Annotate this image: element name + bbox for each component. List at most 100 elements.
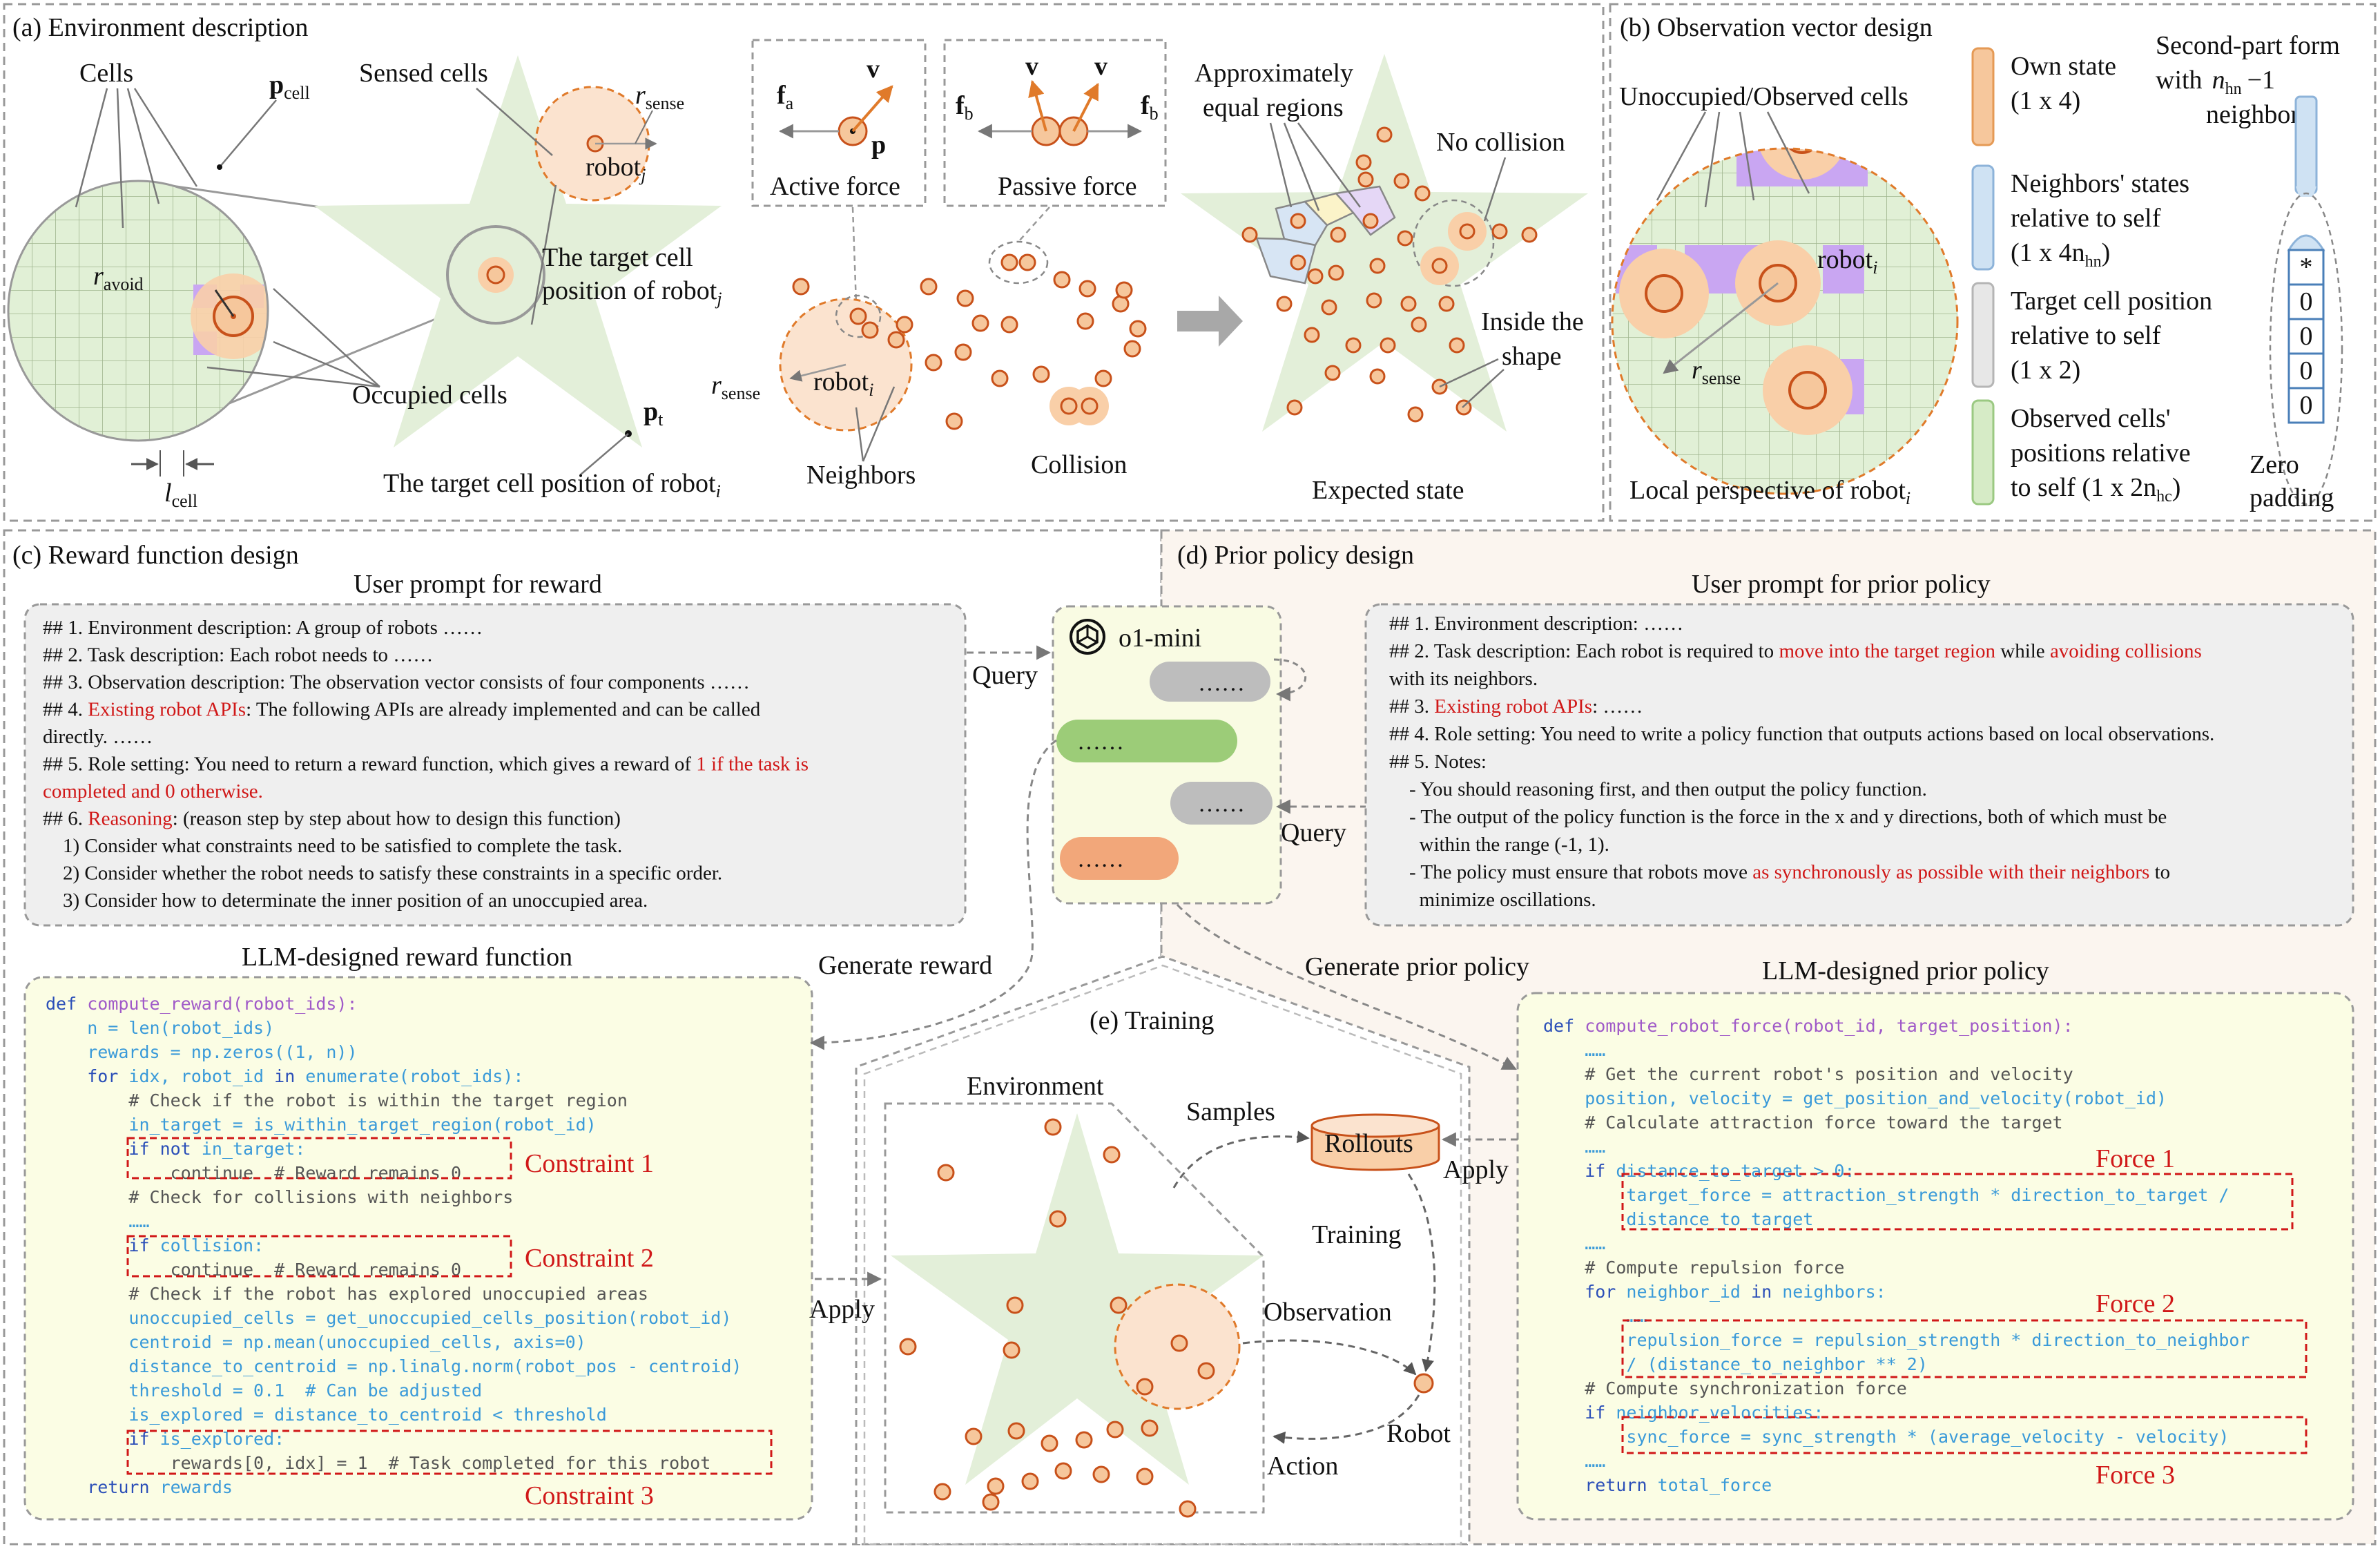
no-collision-label: No collision (1436, 128, 1565, 157)
vector-cell-value: 0 (2300, 287, 2313, 316)
legend-text: relative to self (2011, 321, 2161, 350)
zoom-circle (446, 225, 545, 325)
robot-dot (1041, 1434, 1058, 1452)
robot-dot (1179, 1500, 1197, 1518)
force-1-label: Force 1 (2096, 1144, 2175, 1173)
robot-dot (1449, 337, 1465, 354)
vector-cell-value: 0 (2300, 322, 2313, 351)
text-line: repulsion_force = repulsion_strength * d… (1543, 1330, 2250, 1350)
robot-dot (1115, 281, 1133, 299)
legend-swatch-4 (1971, 399, 1995, 506)
vector-cell (2287, 387, 2325, 424)
robot-dot (971, 314, 989, 332)
text-line: sync_force = sync_strength * (average_ve… (1543, 1427, 2229, 1447)
text-line: …… (1543, 1451, 1605, 1471)
text-line: ## 4. Existing robot APIs: The following… (43, 699, 761, 721)
robot-dot (1003, 1341, 1020, 1359)
robot-dot (899, 1338, 917, 1356)
robot-dot (1290, 213, 1306, 229)
text-line: distance_to_centroid = np.linalg.norm(ro… (46, 1356, 742, 1376)
legend-text: Observed cells' (2011, 404, 2171, 433)
observation-legend: Own state (1 x 4) Neighbors' states relativ… (1971, 47, 2212, 506)
reward-prompt-text: ## 1. Environment description: A group o… (43, 617, 809, 912)
inside-line1: Inside the (1481, 307, 1584, 336)
l-cell-marker: lcell (131, 450, 214, 511)
robot-dot (1330, 227, 1346, 243)
robot-dot (933, 1483, 951, 1501)
svg-text:fb: fb (956, 91, 974, 124)
passive-force-diagram: fb fb v v Passive force (956, 52, 1159, 201)
passive-force-label: Passive force (998, 172, 1137, 201)
robot-dot (1414, 185, 1431, 202)
text-line: threshold = 0.1 # Can be adjusted (46, 1380, 482, 1401)
target-i-label: The target cell position of roboti (383, 469, 721, 501)
p-t-label: pt (644, 397, 664, 430)
target-star-expected (1181, 54, 1588, 432)
robot-dot (1438, 296, 1455, 312)
text-line: # Check if the robot is within the targe… (46, 1090, 628, 1110)
force-3-box (1621, 1416, 2308, 1454)
vector-cell-value: 0 (2300, 356, 2313, 385)
vector-cell (2287, 352, 2325, 389)
vector-cell-value: * (2300, 253, 2313, 282)
text-line: n = len(robot_ids) (46, 1018, 274, 1038)
panel-e-title: (e) Training (1090, 1006, 1215, 1035)
constraint-2-box (126, 1235, 512, 1278)
svg-text:v: v (1025, 52, 1038, 81)
legend-text: (1 x 2) (2011, 356, 2080, 385)
robot-dot (1092, 1465, 1110, 1483)
text-line: # Calculate attraction force toward the … (1543, 1113, 2063, 1133)
text-line: # Check for collisions with neighbors (46, 1187, 513, 1207)
text-line: completed and 0 otherwise. (43, 780, 263, 802)
robot-i-label-a: roboti (813, 367, 873, 400)
text-line: 1) Consider what constraints need to be … (43, 835, 622, 857)
samples-label: Samples (1186, 1097, 1275, 1126)
neighbors-label: Neighbors (806, 461, 916, 490)
reward-code-title: LLM-designed reward function (242, 943, 572, 972)
text-line: if not in_target: (46, 1139, 305, 1159)
robot-dot (1141, 1419, 1159, 1437)
text-line: if is_explored: (46, 1429, 284, 1449)
training-robots (899, 1118, 1215, 1518)
legend-text: Target cell position (2011, 287, 2212, 316)
panel-d-title: (d) Prior policy design (1177, 541, 1414, 570)
sense-range-b (1611, 147, 1959, 495)
active-force-label: Active force (770, 172, 900, 201)
legend-text: (1 x 4nhn) (2011, 238, 2110, 271)
text-line: rewards[0, idx] = 1 # Task completed for… (46, 1453, 710, 1473)
robot-dot (925, 354, 942, 372)
robot-dot (1407, 406, 1424, 423)
text-line: ## 3. Observation description: The obser… (43, 671, 750, 693)
openai-icon (1070, 619, 1105, 655)
inside-line2: shape (1502, 342, 1562, 371)
robot-dot (920, 278, 938, 296)
robot-dot (956, 289, 974, 307)
generate-prior-label: Generate prior policy (1305, 952, 1529, 981)
rollouts-label: Rollouts (1324, 1129, 1413, 1158)
text-line: return rewards (46, 1477, 233, 1497)
l-cell-label: lcell (164, 479, 197, 511)
robot-dot (792, 278, 810, 296)
p-cell-label: pcell (269, 70, 310, 103)
text-line: - The policy must ensure that robots mov… (1389, 861, 2170, 883)
approx-line1: Approximately (1194, 59, 1353, 88)
training-label: Training (1312, 1220, 1402, 1249)
robot-dot (1075, 1431, 1093, 1449)
environment-label: Environment (967, 1072, 1104, 1101)
text-line: if neighbor_velocities: (1543, 1403, 1823, 1423)
text-line: / (distance_to_neighbor ** 2) (1543, 1354, 1928, 1374)
prior-code-box (1516, 992, 2354, 1521)
active-force-box (751, 39, 927, 207)
svg-text:fa: fa (777, 81, 794, 113)
cells-pointers (75, 88, 198, 229)
robot-dot (1060, 397, 1078, 415)
text-line: directly. …… (43, 726, 153, 748)
robot-dot (991, 369, 1009, 387)
zero-line2: padding (2250, 483, 2334, 512)
bubble-query-2 (1170, 782, 1273, 825)
apply-left-label: Apply (809, 1295, 875, 1324)
robot-dot (945, 412, 963, 430)
legend-swatch-1 (1971, 47, 1995, 146)
svg-text:p: p (871, 131, 886, 160)
text-line: 3) Consider how to determinate the inner… (43, 889, 648, 912)
